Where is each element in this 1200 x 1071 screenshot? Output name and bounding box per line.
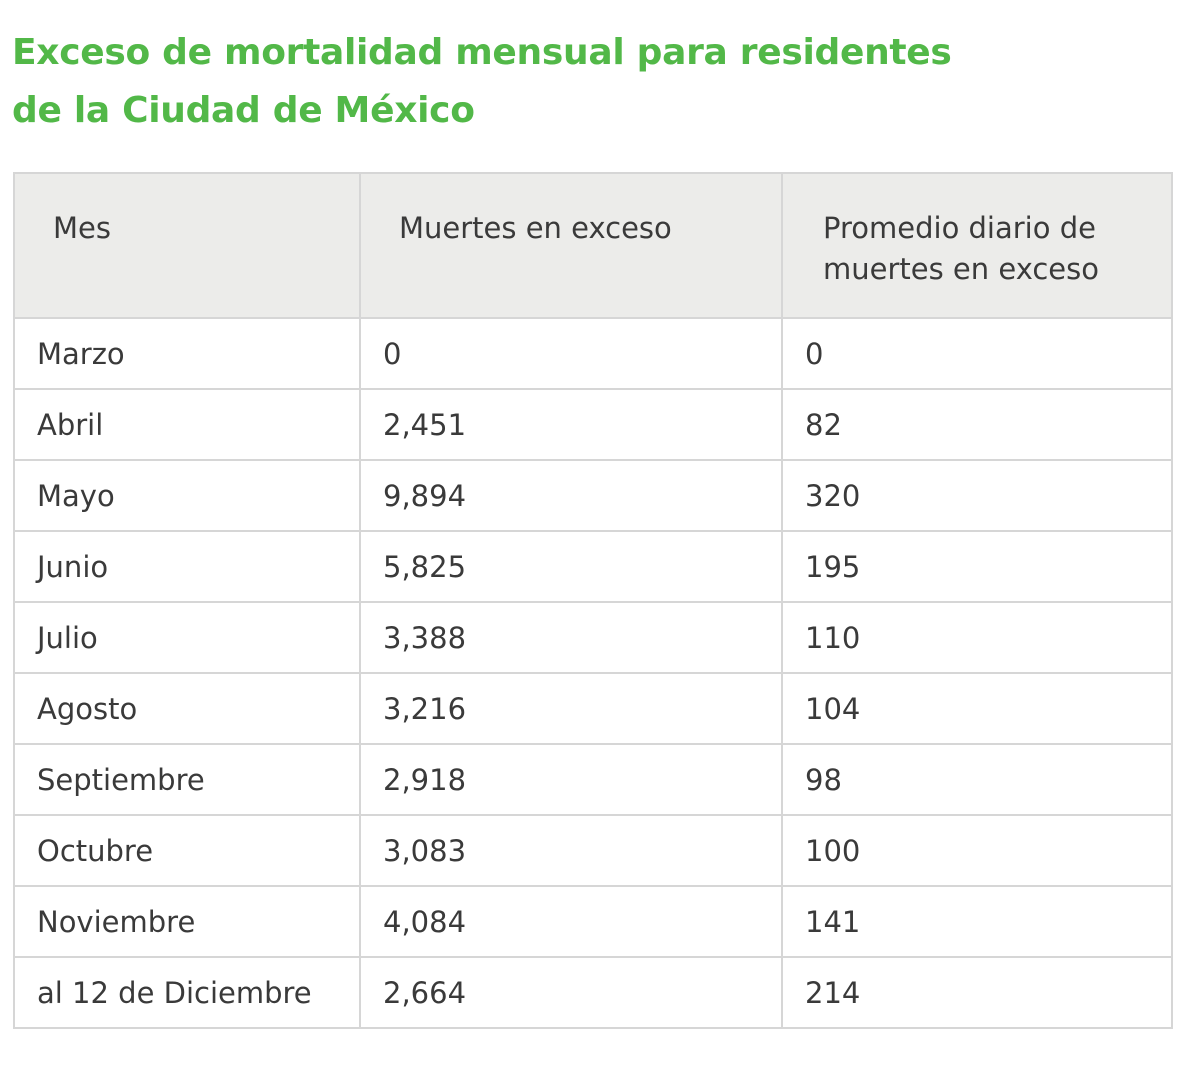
cell-muertes-en-exceso: 2,451 bbox=[359, 388, 783, 461]
cell-mes: Septiembre bbox=[13, 743, 361, 816]
cell-promedio-diario: 104 bbox=[781, 672, 1173, 745]
table-row: Marzo 0 0 bbox=[13, 317, 1173, 390]
column-header-mes: Mes bbox=[13, 172, 361, 319]
column-header-promedio-diario: Promedio diario de muertes en exceso bbox=[781, 172, 1173, 319]
table-row: Agosto 3,216 104 bbox=[13, 672, 1173, 745]
cell-mes: Marzo bbox=[13, 317, 361, 390]
cell-muertes-en-exceso: 3,388 bbox=[359, 601, 783, 674]
cell-mes: Mayo bbox=[13, 459, 361, 532]
cell-promedio-diario: 110 bbox=[781, 601, 1173, 674]
cell-mes: Noviembre bbox=[13, 885, 361, 958]
table-row: al 12 de Diciembre 2,664 214 bbox=[13, 956, 1173, 1029]
cell-muertes-en-exceso: 4,084 bbox=[359, 885, 783, 958]
cell-promedio-diario: 214 bbox=[781, 956, 1173, 1029]
cell-promedio-diario: 320 bbox=[781, 459, 1173, 532]
cell-muertes-en-exceso: 2,918 bbox=[359, 743, 783, 816]
table-row: Julio 3,388 110 bbox=[13, 601, 1173, 674]
cell-mes: Julio bbox=[13, 601, 361, 674]
cell-mes: al 12 de Diciembre bbox=[13, 956, 361, 1029]
cell-promedio-diario: 195 bbox=[781, 530, 1173, 603]
cell-mes: Junio bbox=[13, 530, 361, 603]
cell-muertes-en-exceso: 3,216 bbox=[359, 672, 783, 745]
table-row: Octubre 3,083 100 bbox=[13, 814, 1173, 887]
cell-promedio-diario: 98 bbox=[781, 743, 1173, 816]
cell-mes: Octubre bbox=[13, 814, 361, 887]
cell-promedio-diario: 141 bbox=[781, 885, 1173, 958]
cell-mes: Agosto bbox=[13, 672, 361, 745]
table-body: Marzo 0 0 Abril 2,451 82 Mayo 9,894 320 … bbox=[13, 317, 1173, 1029]
cell-mes: Abril bbox=[13, 388, 361, 461]
table-row: Abril 2,451 82 bbox=[13, 388, 1173, 461]
cell-promedio-diario: 0 bbox=[781, 317, 1173, 390]
table-row: Noviembre 4,084 141 bbox=[13, 885, 1173, 958]
table-row: Junio 5,825 195 bbox=[13, 530, 1173, 603]
cell-muertes-en-exceso: 9,894 bbox=[359, 459, 783, 532]
page-title: Exceso de mortalidad mensual para reside… bbox=[12, 32, 952, 131]
cell-muertes-en-exceso: 0 bbox=[359, 317, 783, 390]
table-row: Mayo 9,894 320 bbox=[13, 459, 1173, 532]
table-row: Septiembre 2,918 98 bbox=[13, 743, 1173, 816]
cell-muertes-en-exceso: 5,825 bbox=[359, 530, 783, 603]
cell-promedio-diario: 82 bbox=[781, 388, 1173, 461]
column-header-muertes-en-exceso: Muertes en exceso bbox=[359, 172, 783, 319]
table-header: Mes Muertes en exceso Promedio diario de… bbox=[13, 172, 1173, 319]
excess-mortality-table: Mes Muertes en exceso Promedio diario de… bbox=[13, 172, 1173, 1029]
cell-muertes-en-exceso: 2,664 bbox=[359, 956, 783, 1029]
cell-promedio-diario: 100 bbox=[781, 814, 1173, 887]
cell-muertes-en-exceso: 3,083 bbox=[359, 814, 783, 887]
table-header-row: Mes Muertes en exceso Promedio diario de… bbox=[13, 172, 1173, 319]
